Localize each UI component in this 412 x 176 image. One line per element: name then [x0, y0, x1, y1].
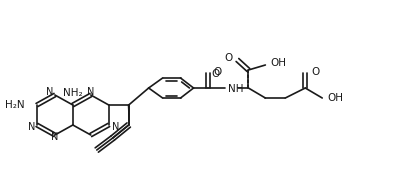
- Text: N: N: [87, 87, 94, 97]
- Text: O: O: [211, 69, 220, 79]
- Polygon shape: [128, 105, 130, 125]
- Text: N: N: [28, 122, 35, 132]
- Text: O: O: [311, 67, 319, 77]
- Text: H₂N: H₂N: [5, 100, 25, 110]
- Text: OH: OH: [327, 93, 343, 103]
- Text: N: N: [112, 122, 119, 132]
- Text: O: O: [213, 67, 222, 77]
- Text: N: N: [51, 132, 59, 142]
- Text: OH: OH: [270, 58, 286, 68]
- Text: N: N: [45, 87, 53, 97]
- Text: NH₂: NH₂: [63, 88, 83, 98]
- Text: O: O: [224, 53, 232, 63]
- Text: NH: NH: [229, 84, 244, 94]
